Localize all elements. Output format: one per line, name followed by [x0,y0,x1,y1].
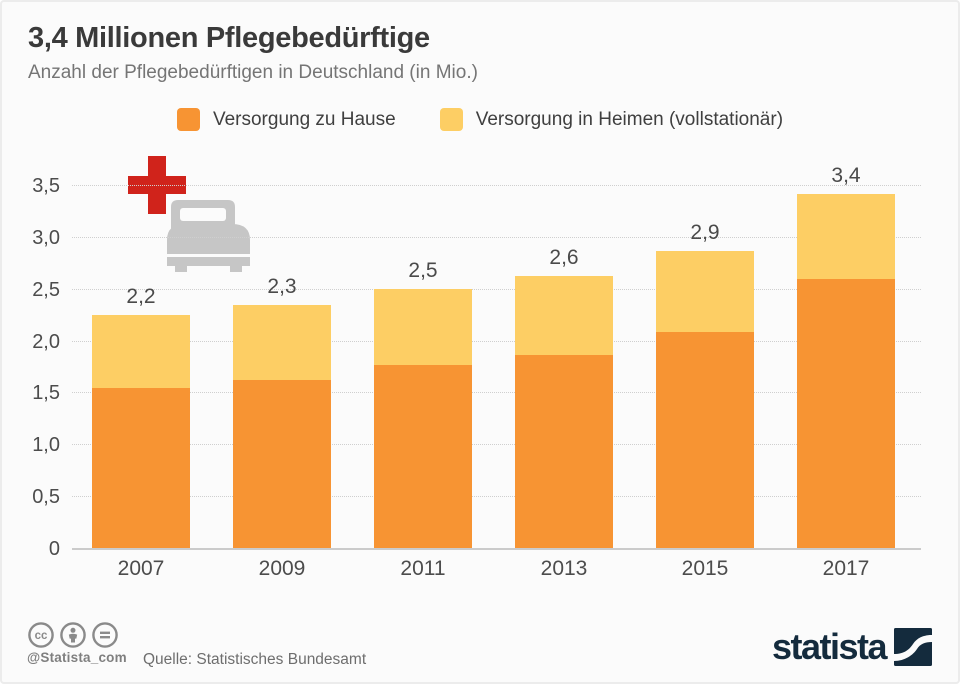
bar-total-label-2017: 3,4 [831,164,861,188]
bar-group-2015 [656,251,754,548]
bar-total-label-2013: 2,6 [549,246,579,270]
legend-item-heim: Versorgung in Heimen (vollstationär) [439,108,784,131]
bar-segment-home-2013 [515,355,613,548]
bar-segment-home-2017 [797,279,895,548]
bar-segment-home-2009 [233,379,331,548]
bed-duvet [167,224,250,254]
bar-total-label-2009: 2,3 [267,275,297,299]
cc-icon: cc [28,622,54,648]
x-axis-baseline [72,548,921,550]
bar-segment-heim-2007 [92,314,190,389]
page-subtitle: Anzahl der Pflegebedürftigen in Deutschl… [28,62,478,83]
gridline [72,185,921,186]
y-axis-tick-label: 3,0 [32,226,60,249]
y-axis-tick-label: 1,5 [32,382,60,405]
page-title: 3,4 Millionen Pflegebedürftige [28,22,430,54]
legend-label-heim: Versorgung in Heimen (vollstationär) [475,108,784,130]
statista-handle: @Statista_com [27,650,127,665]
bar-total-label-2015: 2,9 [690,221,720,245]
bar-total-label-2007: 2,2 [126,284,156,308]
gridline [72,392,921,394]
bar-segment-home-2015 [656,332,754,548]
bar-segment-heim-2017 [797,194,895,280]
bar-total-label-2011: 2,5 [408,258,438,282]
source-text: Quelle: Statistisches Bundesamt [143,651,367,668]
bed-leg-right [230,266,242,272]
gridline [72,340,921,342]
bed-leg-left [175,266,187,272]
bar-segment-heim-2015 [656,251,754,333]
bar-group-2009 [233,305,331,548]
plot-area: 2,2 2,3 2,5 2,6 2,9 3,4 [72,164,921,550]
y-axis-tick-label: 2,0 [32,330,60,353]
cc-nd-icon [92,622,118,648]
svg-text:cc: cc [35,630,48,642]
bar-group-2017 [797,194,895,548]
x-axis-label-2009: 2009 [258,557,306,580]
bar-segment-home-2007 [92,388,190,548]
gridline [72,236,921,238]
y-axis: 0 0,5 1,0 1,5 2,0 2,5 3,0 3,5 [0,175,60,560]
statista-logo-mark-icon [894,628,932,666]
y-axis-tick-label: 0 [48,538,60,560]
x-axis-label-2015: 2015 [681,557,729,580]
bed-pillow [180,208,226,221]
legend-label-home: Versorgung zu Hause [212,108,396,130]
statista-logo: statista [772,628,932,666]
x-axis-label-2011: 2011 [400,557,446,580]
x-axis-label-2007: 2007 [117,557,165,580]
bar-group-2011 [374,288,472,548]
y-axis-tick-label: 3,5 [32,175,60,197]
bar-group-2007 [92,314,190,548]
x-axis-label-2013: 2013 [540,557,588,580]
cc-license-icons: cc [27,621,119,649]
legend-item-home: Versorgung zu Hause [176,108,396,131]
statista-wordmark: statista [771,626,888,667]
y-axis-tick-label: 1,0 [32,434,60,457]
y-axis-tick-label: 2,5 [32,278,60,301]
gridline [72,496,921,498]
legend-swatch-home-icon [176,108,200,131]
x-axis-label-2017: 2017 [822,557,870,580]
bed-base [167,257,250,266]
legend-swatch-heim-icon [439,108,463,131]
bar-group-2013 [515,276,613,548]
bed-icon [167,200,250,272]
bar-segment-heim-2011 [374,288,472,366]
gridline [72,444,921,446]
bar-segment-heim-2009 [233,305,331,380]
bar-segment-heim-2013 [515,276,613,356]
gridline [72,288,921,290]
legend: Versorgung zu Hause Versorgung in Heimen… [0,108,960,131]
y-axis-tick-label: 0,5 [32,486,60,509]
bar-segment-home-2011 [374,365,472,548]
cc-by-icon [60,622,86,648]
